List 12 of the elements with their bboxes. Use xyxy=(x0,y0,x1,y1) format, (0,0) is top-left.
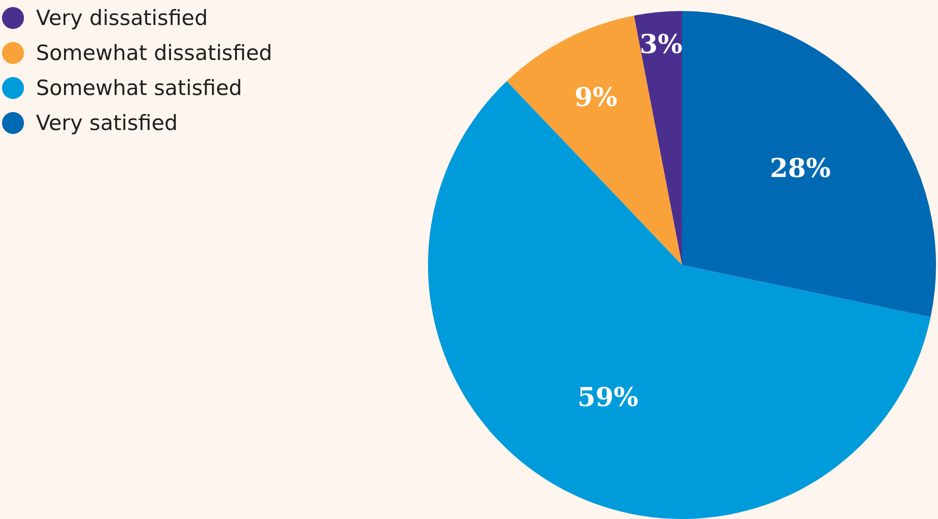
legend-label: Somewhat satisfied xyxy=(36,76,242,100)
legend-label: Very satisfied xyxy=(36,111,178,135)
pie-slice xyxy=(506,16,682,265)
data-label: 3% xyxy=(640,30,683,60)
data-label: 59% xyxy=(577,383,639,414)
pie-slice xyxy=(634,11,682,265)
legend-label: Somewhat dissatisfied xyxy=(36,41,272,65)
pie-slice xyxy=(428,81,931,519)
legend-label: Very dissatisfied xyxy=(36,6,208,30)
data-label: 9% xyxy=(574,82,618,113)
pie-slice xyxy=(682,11,936,318)
data-label: 28% xyxy=(770,154,832,184)
